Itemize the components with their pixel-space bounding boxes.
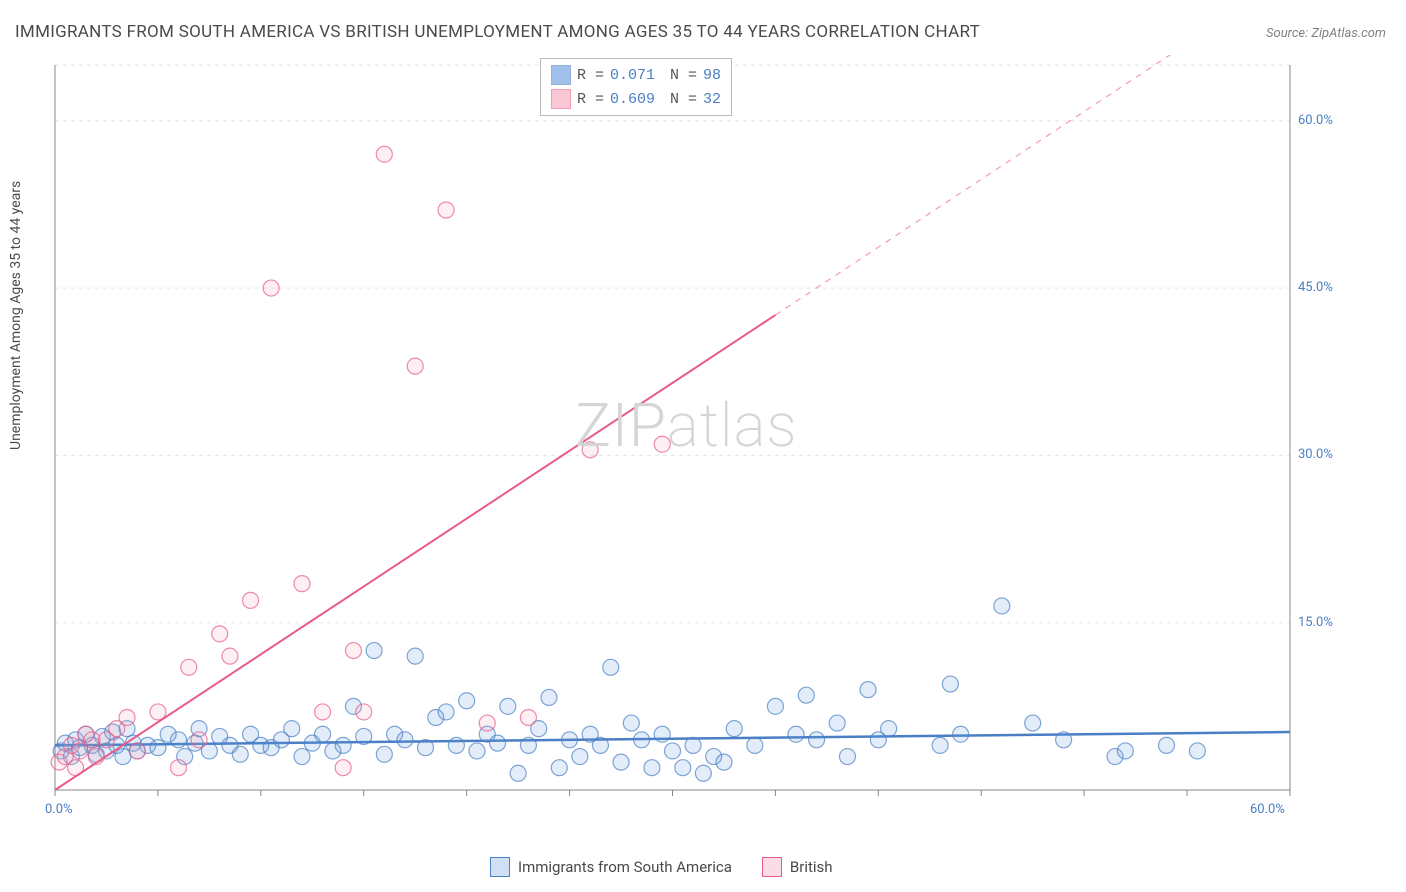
y-tick-label: 30.0%	[1298, 447, 1333, 462]
n-value-1: 98	[703, 67, 721, 84]
legend-swatch-blue	[490, 857, 510, 877]
bottom-legend-item-1: Immigrants from South America	[490, 857, 732, 877]
n-value-2: 32	[703, 91, 721, 108]
legend-stats-row-2: R = 0.609 N = 32	[551, 87, 721, 111]
y-axis-label: Unemployment Among Ages 35 to 44 years	[8, 181, 24, 450]
y-tick-label: 60.0%	[1298, 113, 1333, 128]
legend-stats-row-1: R = 0.071 N = 98	[551, 63, 721, 87]
x-tick-label: 60.0%	[1250, 802, 1285, 817]
chart-title: IMMIGRANTS FROM SOUTH AMERICA VS BRITISH…	[15, 22, 980, 42]
r-value-2: 0.609	[610, 91, 655, 108]
legend-label-1: Immigrants from South America	[518, 858, 732, 876]
r-label: R =	[577, 67, 604, 84]
n-label: N =	[661, 91, 697, 108]
bottom-legend: Immigrants from South America British	[490, 857, 833, 877]
r-value-1: 0.071	[610, 67, 655, 84]
y-tick-label: 45.0%	[1298, 280, 1333, 295]
n-label: N =	[661, 67, 697, 84]
source-label: Source: ZipAtlas.com	[1266, 26, 1386, 41]
scatter-chart	[50, 55, 1340, 825]
x-tick-label: 0.0%	[45, 802, 73, 817]
r-label: R =	[577, 91, 604, 108]
bottom-legend-item-2: British	[762, 857, 833, 877]
legend-label-2: British	[790, 858, 833, 876]
legend-swatch-blue	[551, 65, 571, 85]
legend-swatch-pink	[762, 857, 782, 877]
legend-swatch-pink	[551, 89, 571, 109]
y-tick-label: 15.0%	[1298, 615, 1333, 630]
legend-stats-box: R = 0.071 N = 98 R = 0.609 N = 32	[540, 58, 732, 116]
